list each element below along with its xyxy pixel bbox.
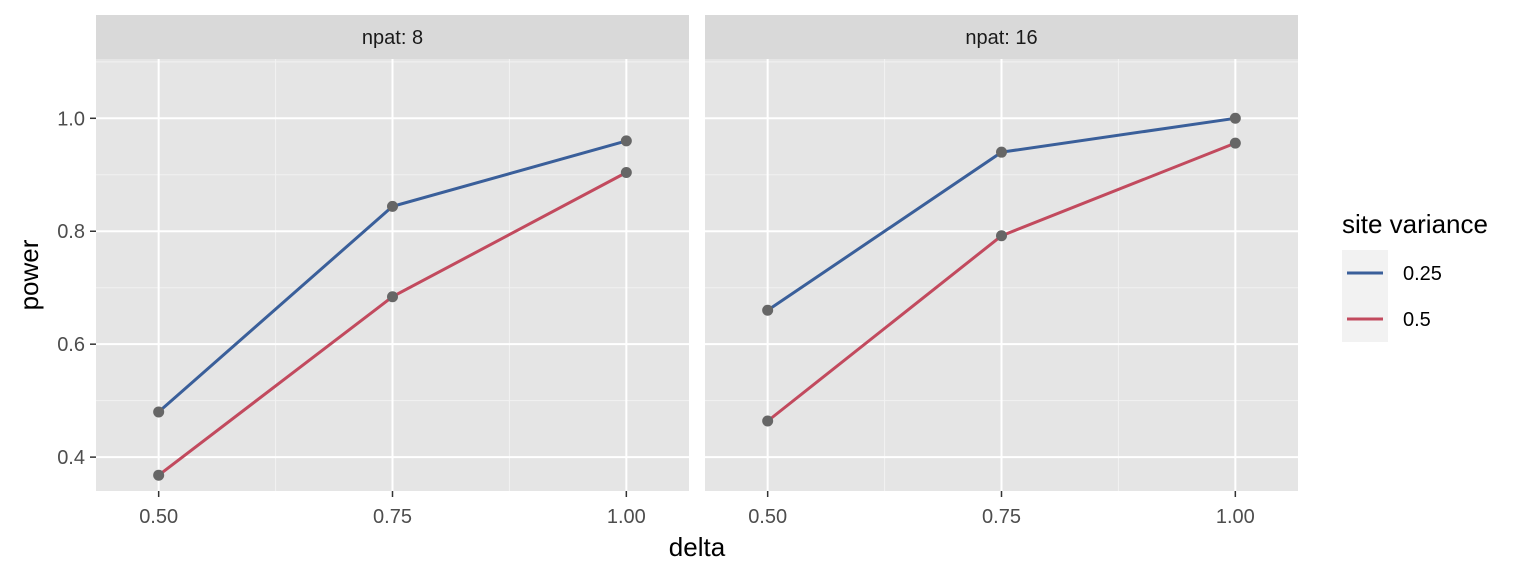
data-point bbox=[153, 469, 165, 481]
data-point bbox=[620, 167, 632, 179]
facet-strip bbox=[96, 15, 689, 59]
data-point bbox=[762, 304, 774, 316]
data-point bbox=[153, 406, 165, 418]
x-tick-label: 0.50 bbox=[139, 506, 178, 528]
y-axis-title: power bbox=[14, 239, 44, 310]
facet-strip-label: npat: 8 bbox=[362, 27, 423, 49]
x-tick-label: 0.75 bbox=[982, 506, 1021, 528]
panels: npat: 8 npat: 16 bbox=[96, 15, 1298, 491]
legend: site variance 0.25 0.5 bbox=[1342, 209, 1488, 342]
y-tick-label: 0.8 bbox=[57, 221, 85, 243]
data-point bbox=[620, 135, 632, 147]
facet-strip-label: npat: 16 bbox=[965, 27, 1037, 49]
data-point bbox=[996, 146, 1007, 158]
data-point bbox=[387, 291, 398, 303]
x-tick-label: 1.00 bbox=[1216, 506, 1255, 528]
y-tick-label: 1.0 bbox=[57, 108, 85, 130]
x-tick-label: 1.00 bbox=[607, 506, 646, 528]
panel-2: npat: 16 bbox=[705, 15, 1298, 491]
data-point bbox=[387, 200, 398, 212]
y-axis: 0.4 0.6 0.8 1.0 bbox=[57, 108, 96, 469]
y-tick-label: 0.4 bbox=[57, 447, 85, 469]
legend-label: 0.5 bbox=[1403, 309, 1431, 331]
panel-1: npat: 8 bbox=[96, 15, 689, 491]
x-tick-label: 0.50 bbox=[748, 506, 787, 528]
data-point bbox=[1229, 112, 1241, 124]
legend-title: site variance bbox=[1342, 209, 1488, 239]
x-axis: 0.50 0.75 1.00 0.50 0.75 1.00 bbox=[139, 491, 1255, 528]
legend-label: 0.25 bbox=[1403, 263, 1442, 285]
x-axis-title: delta bbox=[669, 532, 726, 562]
data-point bbox=[762, 415, 774, 427]
facet-strip bbox=[705, 15, 1298, 59]
data-point bbox=[996, 230, 1007, 242]
x-tick-label: 0.75 bbox=[373, 506, 412, 528]
y-tick-label: 0.6 bbox=[57, 334, 85, 356]
data-point bbox=[1229, 137, 1241, 149]
